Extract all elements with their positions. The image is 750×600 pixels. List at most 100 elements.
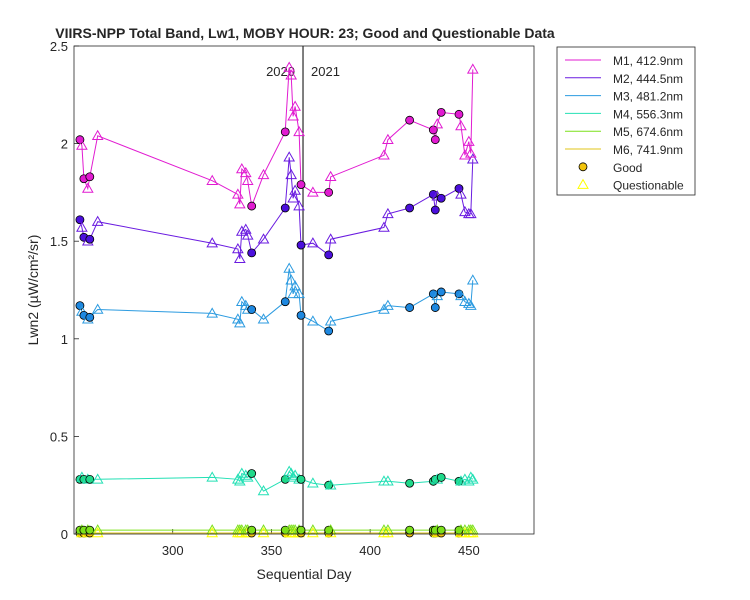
questionable-point (91, 473, 104, 484)
questionable-point (324, 479, 337, 490)
questionable-point (235, 162, 248, 174)
good-point (436, 472, 446, 482)
good-point (428, 289, 438, 299)
y-axis-ticks: 0 0.5 1 1.5 2 2.5 (50, 39, 79, 542)
questionable-point (431, 118, 444, 129)
good-point (324, 326, 334, 336)
x-tick-label: 450 (458, 543, 480, 558)
questionable-point (233, 198, 246, 209)
questionable-point (76, 139, 88, 150)
questionable-point (206, 471, 219, 482)
good-point (405, 525, 415, 535)
questionable-point (307, 315, 319, 326)
questionable-point (233, 317, 246, 328)
good-point (405, 303, 415, 312)
x-tick-label: 350 (261, 543, 283, 558)
questionable-point (287, 192, 300, 203)
questionable-point (235, 225, 248, 236)
y-tick-label: 0 (61, 527, 68, 542)
questionable-point (257, 485, 270, 496)
good-point (430, 205, 440, 215)
questionable-point (464, 471, 477, 482)
x-axis-label: Sequential Day (257, 566, 352, 582)
questionable-point (293, 125, 305, 137)
questionable-point (91, 527, 104, 538)
questionable-point (283, 465, 296, 476)
questionable-point (324, 170, 337, 182)
good-point (430, 303, 440, 312)
good-point (247, 525, 257, 535)
questionable-point (206, 237, 219, 248)
good-point (280, 297, 290, 307)
good-point (296, 180, 306, 189)
questionable-point (455, 120, 467, 131)
x-axis-ticks: 300 350 400 450 (162, 529, 480, 558)
good-point (85, 474, 95, 484)
questionable-point (285, 274, 298, 285)
questionable-point (206, 174, 219, 185)
legend-label-2: M2, 444.5nm (613, 72, 683, 86)
legend-label-6: M6, 741.9nm (613, 143, 683, 157)
questionable-point (382, 475, 394, 486)
questionable-point (462, 297, 475, 308)
questionable-point (257, 233, 270, 244)
questionable-point (206, 527, 219, 538)
good-point (85, 525, 95, 535)
questionable-point (91, 129, 104, 141)
good-point (296, 474, 306, 484)
good-point (296, 240, 306, 250)
good-point (280, 127, 290, 137)
questionable-point (382, 527, 394, 538)
questionable-point (293, 200, 305, 211)
questionable-point (91, 215, 104, 226)
questionable-point (464, 299, 477, 310)
questionable-point (241, 174, 254, 185)
questionable-point (233, 475, 246, 486)
good-point (436, 107, 446, 117)
questionable-point (462, 135, 475, 146)
questionable-point (232, 188, 244, 199)
legend-questionable-marker (577, 178, 589, 189)
questionable-point (232, 473, 244, 484)
good-point (428, 125, 438, 135)
questionable-point (289, 280, 301, 291)
questionable-point (257, 168, 270, 180)
good-point (85, 312, 95, 322)
questionable-point (466, 153, 479, 164)
questionable-point (455, 475, 467, 486)
questionable-point (233, 252, 246, 264)
legend-questionable-label: Questionable (613, 179, 684, 193)
questionable-point (81, 182, 94, 193)
chart-title: VIIRS-NPP Total Band, Lw1, MOBY HOUR: 23… (55, 25, 555, 41)
legend-label-1: M1, 412.9nm (613, 54, 683, 68)
questionable-point (466, 63, 479, 74)
good-point (436, 525, 446, 535)
questionable-point (378, 149, 390, 160)
questionable-point (257, 527, 270, 538)
questionable-point (382, 133, 394, 144)
questionable-point (235, 295, 248, 306)
good-point (247, 305, 257, 314)
y-tick-label: 0.5 (50, 429, 68, 444)
year-label-2021: 2021 (311, 64, 340, 79)
questionable-point (285, 168, 298, 180)
questionable-point (287, 287, 300, 299)
good-point (324, 250, 334, 260)
questionable-point (76, 221, 88, 232)
questionable-point (455, 188, 467, 199)
questionable-point (464, 207, 477, 219)
questionable-point (239, 166, 252, 178)
questionable-point (382, 207, 394, 219)
good-point (85, 234, 95, 244)
good-point (85, 172, 95, 182)
good-point (405, 203, 415, 213)
good-point (280, 203, 290, 213)
legend-good-label: Good (613, 161, 642, 175)
questionable-point (287, 110, 300, 121)
questionable-point (466, 473, 479, 484)
questionable-point (283, 151, 296, 162)
questionable-point (91, 303, 104, 314)
questionable-point (307, 186, 319, 197)
questionable-point (455, 289, 467, 301)
